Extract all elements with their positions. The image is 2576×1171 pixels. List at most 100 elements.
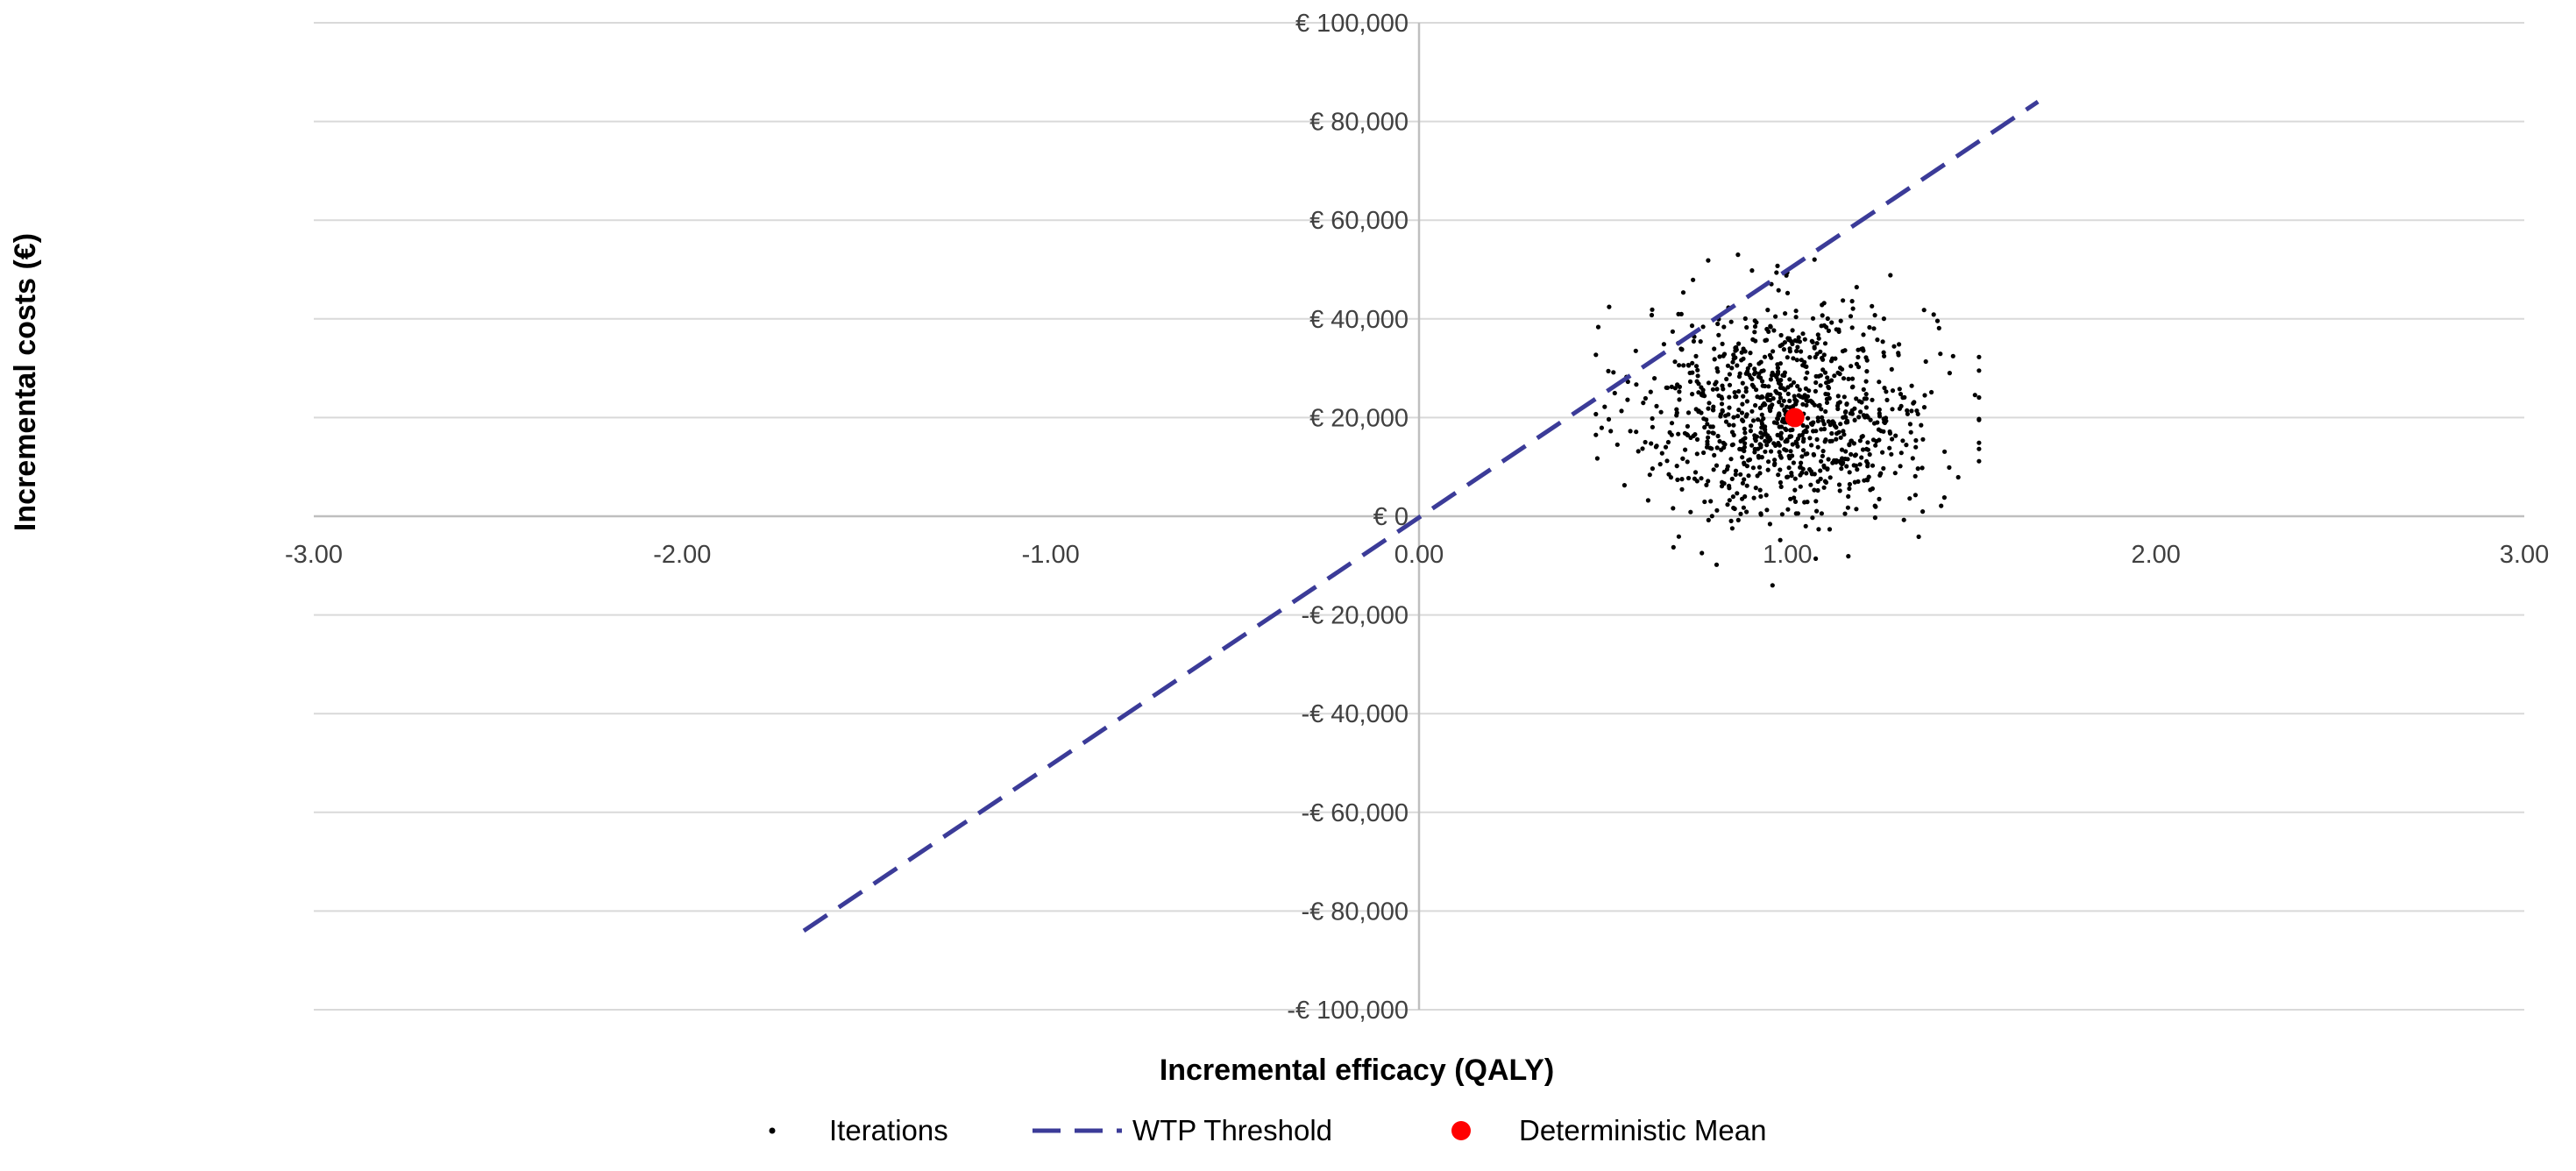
- iteration-point: [1877, 380, 1882, 385]
- iteration-point: [1740, 455, 1745, 460]
- iteration-point: [1744, 412, 1749, 417]
- iteration-point: [1765, 308, 1771, 313]
- iteration-point: [1799, 349, 1804, 354]
- iteration-point: [1665, 439, 1671, 445]
- iteration-point: [1812, 472, 1817, 477]
- iteration-point: [1910, 456, 1915, 461]
- iteration-point: [1690, 360, 1695, 365]
- iteration-point: [1699, 385, 1704, 390]
- iteration-point: [1714, 507, 1720, 513]
- iteration-point: [1819, 323, 1824, 329]
- iteration-point: [1976, 394, 1982, 401]
- iteration-point: [1806, 388, 1812, 394]
- iteration-point: [1849, 299, 1855, 304]
- iteration-point: [1877, 414, 1883, 419]
- iteration-point: [1829, 430, 1834, 436]
- y-tick-label: -€ 60,000: [1301, 799, 1409, 827]
- iteration-point: [1775, 362, 1780, 367]
- iteration-point: [1732, 506, 1737, 512]
- iteration-point: [1729, 526, 1735, 531]
- iteration-point: [1800, 401, 1806, 407]
- iteration-point: [1803, 523, 1808, 529]
- iteration-point: [1799, 454, 1805, 459]
- iteration-point: [1863, 415, 1868, 420]
- iteration-point: [1815, 332, 1820, 337]
- iteration-point: [1731, 422, 1736, 428]
- iteration-point: [1683, 447, 1688, 452]
- iteration-point: [1733, 468, 1739, 473]
- iteration-point: [1727, 498, 1732, 503]
- iteration-point: [1700, 324, 1706, 330]
- iteration-point: [1863, 396, 1869, 401]
- iteration-point: [1704, 482, 1709, 488]
- iteration-point: [1856, 479, 1861, 485]
- iteration-point: [1829, 320, 1834, 325]
- iteration-point: [1764, 443, 1770, 448]
- iteration-point: [1847, 443, 1852, 448]
- iteration-point: [1778, 479, 1783, 486]
- iteration-point: [1781, 398, 1786, 403]
- iteration-point: [1790, 341, 1795, 347]
- iteration-point: [1819, 458, 1824, 464]
- iteration-point: [1692, 470, 1699, 475]
- iteration-point: [1606, 416, 1612, 422]
- iteration-point: [1814, 341, 1820, 346]
- iteration-point: [1628, 429, 1633, 434]
- iterations-series: [1593, 252, 1982, 588]
- iteration-point: [1913, 437, 1919, 444]
- iteration-point: [1595, 324, 1601, 330]
- iteration-point: [1770, 583, 1775, 588]
- iteration-point: [1904, 443, 1909, 448]
- iteration-point: [1920, 465, 1925, 471]
- iteration-point: [1908, 429, 1913, 435]
- iteration-point: [1838, 318, 1843, 323]
- iteration-point: [1792, 337, 1798, 344]
- iteration-point: [1768, 405, 1774, 410]
- iteration-point: [1802, 500, 1807, 505]
- y-tick-label: € 40,000: [1309, 306, 1409, 334]
- iteration-point: [1815, 415, 1820, 421]
- iteration-point: [1868, 417, 1873, 422]
- legend-mean-marker: [1451, 1121, 1471, 1140]
- iteration-point: [1654, 403, 1659, 408]
- iteration-point: [1792, 394, 1797, 399]
- iteration-point: [1905, 411, 1910, 416]
- iteration-point: [1753, 370, 1758, 375]
- iteration-point: [1827, 475, 1833, 480]
- iteration-point: [1848, 314, 1854, 319]
- iteration-point: [1888, 273, 1893, 278]
- wtp-threshold-line: [802, 100, 2040, 933]
- iteration-point: [1788, 496, 1793, 501]
- iteration-point: [1649, 441, 1654, 446]
- iteration-point: [1749, 376, 1755, 382]
- iteration-point: [1837, 400, 1842, 405]
- iteration-point: [1748, 429, 1753, 434]
- iteration-point: [1672, 359, 1678, 365]
- iteration-point: [1804, 402, 1809, 408]
- iteration-point: [1744, 324, 1749, 330]
- iteration-point: [1634, 382, 1639, 387]
- iteration-point: [1871, 326, 1877, 331]
- iteration-point: [1708, 499, 1714, 504]
- iteration-point: [1813, 354, 1818, 360]
- iteration-point: [1658, 409, 1664, 415]
- iteration-point: [1804, 429, 1809, 435]
- iteration-point: [1650, 415, 1655, 422]
- iteration-point: [1690, 392, 1695, 397]
- iteration-point: [1739, 358, 1744, 363]
- iteration-point: [1907, 422, 1912, 427]
- iteration-point: [1738, 472, 1743, 477]
- iteration-point: [1776, 472, 1781, 478]
- iteration-point: [1774, 270, 1779, 275]
- iteration-point: [1856, 415, 1862, 420]
- iteration-point: [1671, 544, 1676, 550]
- iteration-point: [1740, 480, 1745, 486]
- y-tick-label: € 80,000: [1309, 109, 1409, 137]
- iteration-point: [1941, 495, 1947, 500]
- iteration-point: [1606, 368, 1611, 373]
- iteration-point: [1920, 509, 1926, 515]
- iteration-point: [1793, 309, 1799, 314]
- iteration-point: [1625, 397, 1630, 402]
- iteration-point: [1877, 496, 1882, 502]
- iteration-point: [1785, 290, 1791, 295]
